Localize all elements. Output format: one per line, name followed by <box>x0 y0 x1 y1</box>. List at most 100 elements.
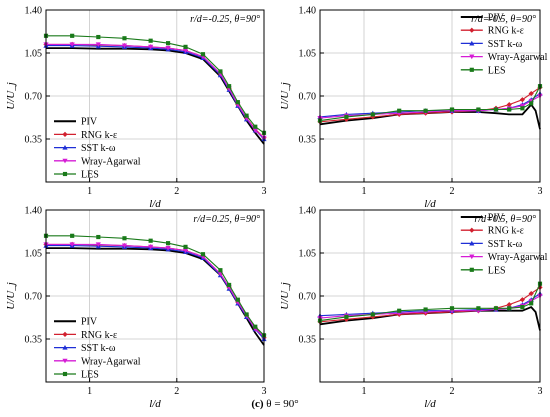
legend-label: LES <box>81 370 99 381</box>
x-tick-label: 1 <box>87 386 92 397</box>
data-point <box>200 52 206 57</box>
legend: PIV RNG k-ε SST k-ω Wray-Agarwal LES <box>54 317 141 381</box>
data-point <box>423 307 428 312</box>
legend-marker <box>62 158 68 164</box>
legend-label: PIV <box>81 117 98 128</box>
caption-text: θ = 90° <box>266 398 299 410</box>
legend-marker <box>469 227 475 233</box>
legend: PIV RNG k-ε SST k-ω Wray-Agarwal LES <box>460 213 548 276</box>
series-line-wrayagarwal <box>46 243 265 337</box>
chart-panel-1: 1 2 3 0.35 0.70 1.05 1.40 l/d U/U_j r/d=-0.25, θ=… <box>5 6 267 210</box>
x-tick-label: 3 <box>262 186 267 197</box>
y-axis-label: U/U_j <box>279 282 291 310</box>
data-point <box>166 41 171 46</box>
chart-panel-3: 1 2 3 0.35 0.70 1.05 1.40 l/d U/U_j r/d=0.25, θ=9… <box>5 206 267 410</box>
y-tick-label: 1.05 <box>25 249 43 260</box>
y-tick-label: 0.35 <box>299 135 317 146</box>
x-axis-label: l/d <box>424 198 436 210</box>
y-tick-label: 0.35 <box>25 335 43 346</box>
y-tick-label: 0.70 <box>25 292 43 303</box>
x-tick-label: 2 <box>174 186 179 197</box>
data-point <box>506 102 512 108</box>
legend-label: Wray-Agarwal <box>81 156 141 167</box>
legend-label: Wray-Agarwal <box>81 356 141 367</box>
legend: PIV RNG k-ε SST k-ω Wray-Agarwal LES <box>460 13 548 76</box>
data-point <box>476 306 481 311</box>
x-axis-label: l/d <box>424 398 436 410</box>
caption-label: (c) <box>251 398 264 410</box>
legend-marker <box>469 40 475 46</box>
data-point <box>95 42 101 47</box>
legend-label: LES <box>488 65 506 76</box>
data-point <box>507 107 512 112</box>
legend-marker <box>469 267 474 272</box>
data-point <box>148 238 153 243</box>
data-point <box>96 34 101 40</box>
series-line-sstk <box>46 245 265 340</box>
data-point <box>69 42 75 47</box>
data-point <box>148 44 154 50</box>
y-tick-label: 1.40 <box>25 6 43 17</box>
y-tick-label: 1.05 <box>299 249 317 260</box>
y-tick-label: 0.35 <box>299 335 317 346</box>
data-point <box>244 113 249 118</box>
legend-label: PIV <box>488 13 505 24</box>
y-tick-label: 0.70 <box>299 92 317 103</box>
data-point <box>252 128 258 133</box>
data-point <box>70 33 75 38</box>
data-point <box>519 103 525 109</box>
data-point <box>218 69 223 74</box>
data-point <box>183 44 188 49</box>
data-point <box>148 244 154 250</box>
y-tick-label: 1.05 <box>299 49 317 60</box>
legend-label: LES <box>81 170 99 181</box>
data-point <box>449 107 455 112</box>
data-point <box>121 43 128 49</box>
data-point <box>343 316 349 322</box>
data-point <box>235 297 240 302</box>
x-tick-label: 2 <box>450 186 455 197</box>
legend-marker <box>62 331 68 337</box>
y-tick-label: 1.05 <box>25 49 43 60</box>
data-point <box>200 252 206 257</box>
data-point <box>493 306 499 311</box>
legend-label: RNG k-ε <box>488 226 524 237</box>
data-point <box>519 97 525 103</box>
legend-label: SST k-ω <box>81 343 116 354</box>
data-point <box>506 302 512 308</box>
data-point <box>344 314 349 319</box>
x-tick-label: 1 <box>362 386 367 397</box>
legend-marker <box>469 240 475 246</box>
data-point <box>227 282 232 288</box>
data-point <box>227 84 232 89</box>
data-point <box>182 248 189 254</box>
panel-annotation: r/d=0.5, θ=90° <box>474 214 536 225</box>
data-point <box>449 306 455 311</box>
x-axis-label: l/d <box>149 198 161 210</box>
data-point <box>370 312 375 317</box>
data-point <box>70 233 75 238</box>
chart-panel-4: 1 2 3 0.35 0.70 1.05 1.40 l/d U/U_j r/d=0.5, θ=90… <box>279 206 548 411</box>
data-point <box>95 242 101 247</box>
data-point <box>529 301 534 306</box>
data-point <box>235 100 240 105</box>
data-point <box>397 308 402 313</box>
legend-label: RNG k-ε <box>81 330 117 341</box>
data-point <box>122 36 127 41</box>
y-tick-label: 0.70 <box>299 292 317 303</box>
series-line-les <box>46 35 265 134</box>
y-axis-label: U/U_j <box>5 282 17 310</box>
data-point <box>528 290 534 297</box>
data-point <box>520 304 525 310</box>
y-tick-label: 1.40 <box>25 206 43 217</box>
legend-marker <box>469 254 475 260</box>
data-point <box>370 112 375 117</box>
data-point <box>253 124 258 129</box>
data-point <box>519 297 525 303</box>
legend-marker <box>469 67 474 72</box>
data-point <box>182 48 189 54</box>
data-point <box>528 90 534 97</box>
panel-annotation: r/d=-0.25, θ=90° <box>190 14 260 25</box>
data-point <box>69 242 75 247</box>
